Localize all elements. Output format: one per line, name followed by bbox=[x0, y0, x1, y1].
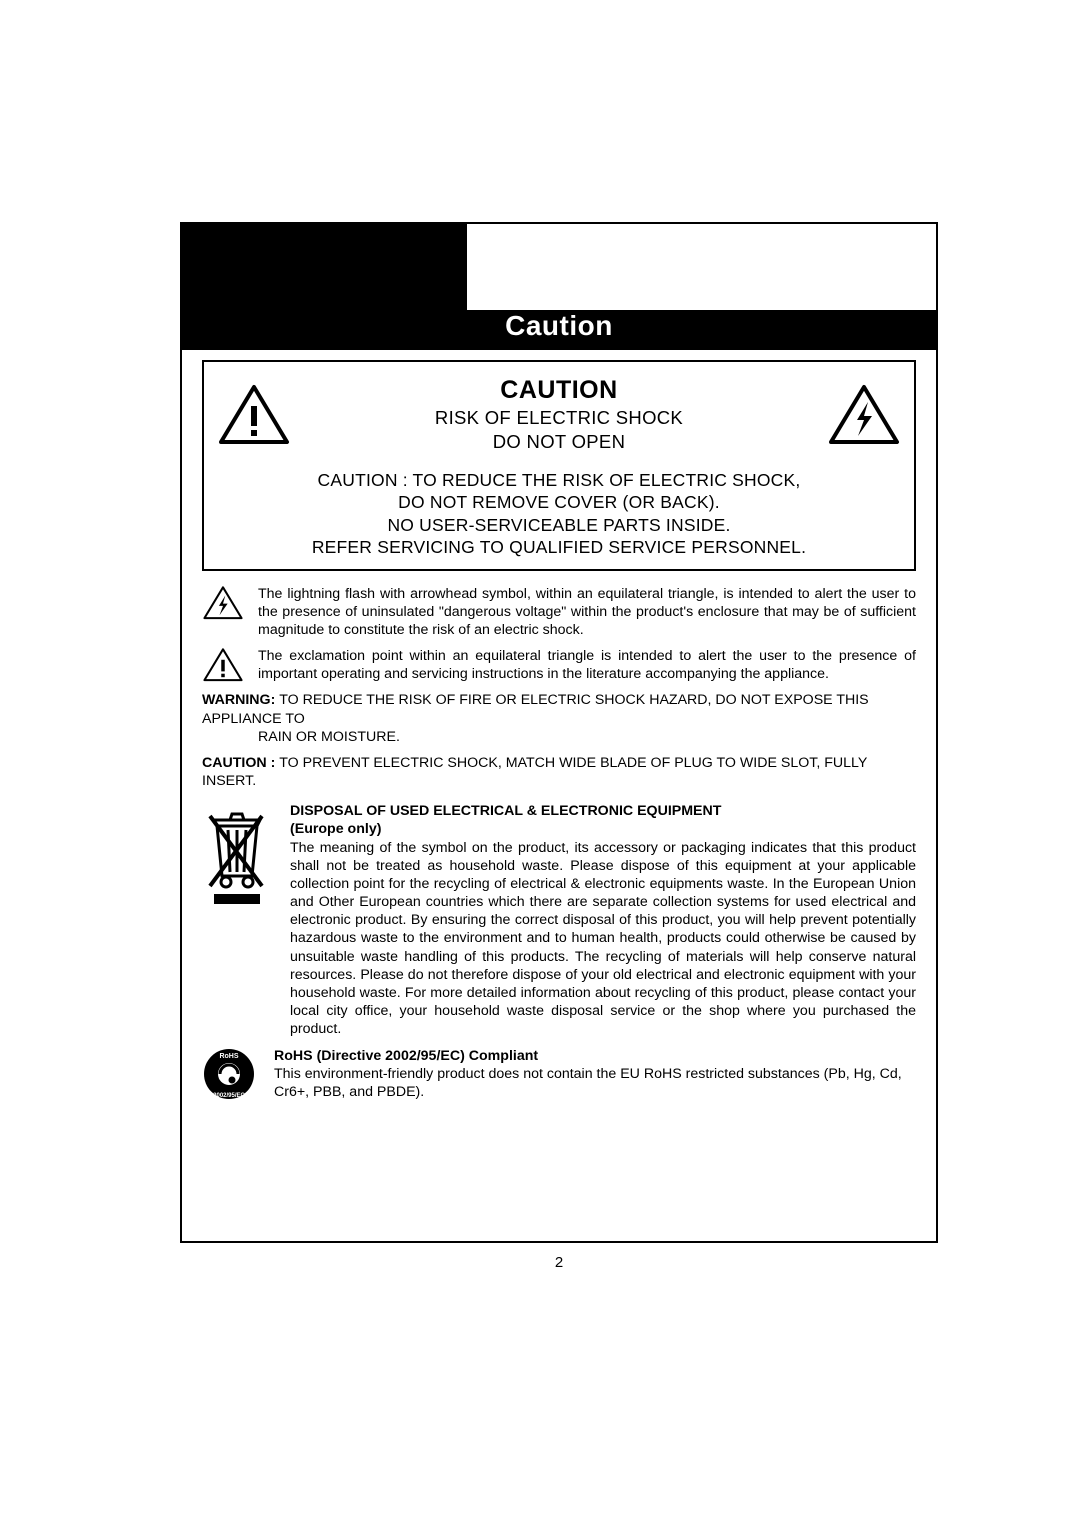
exclaim-description-row: The exclamation point within an equilate… bbox=[182, 641, 936, 685]
warning-center-text: CAUTION RISK OF ELECTRIC SHOCK DO NOT OP… bbox=[300, 376, 818, 453]
warning-body-line-3: NO USER-SERVICEABLE PARTS INSIDE. bbox=[218, 514, 900, 536]
weee-bin-icon bbox=[202, 808, 272, 908]
warning-body-line-2: DO NOT REMOVE COVER (OR BACK). bbox=[218, 491, 900, 513]
caution-row: CAUTION : TO PREVENT ELECTRIC SHOCK, MAT… bbox=[182, 748, 936, 792]
caution-label: CAUTION bbox=[300, 376, 818, 405]
warning-row: WARNING: TO REDUCE THE RISK OF FIRE OR E… bbox=[182, 685, 936, 748]
rohs-body: This environment-friendly product does n… bbox=[274, 1066, 902, 1100]
rohs-text: RoHS (Directive 2002/95/EC) Compliant Th… bbox=[274, 1047, 916, 1102]
rohs-row: RoHS 2002/95/EC RoHS (Directive 2002/95/… bbox=[182, 1041, 936, 1242]
lightning-triangle-icon bbox=[202, 585, 244, 621]
exclaim-triangle-icon bbox=[218, 384, 290, 446]
caution-page: Caution CAUTION RISK OF ELECTRIC SHOCK D… bbox=[180, 222, 938, 1243]
rohs-heading: RoHS (Directive 2002/95/EC) Compliant bbox=[274, 1047, 916, 1065]
disposal-body: The meaning of the symbol on the product… bbox=[290, 840, 916, 1038]
risk-line-2: DO NOT OPEN bbox=[300, 431, 818, 453]
disposal-sub: (Europe only) bbox=[290, 820, 916, 838]
disposal-row: DISPOSAL OF USED ELECTRICAL & ELECTRONIC… bbox=[182, 792, 936, 1040]
disposal-text: DISPOSAL OF USED ELECTRICAL & ELECTRONIC… bbox=[290, 802, 916, 1038]
exclaim-description: The exclamation point within an equilate… bbox=[258, 647, 916, 683]
svg-text:RoHS: RoHS bbox=[219, 1053, 238, 1060]
warning-body-line-4: REFER SERVICING TO QUALIFIED SERVICE PER… bbox=[218, 536, 900, 558]
svg-text:2002/95/EC: 2002/95/EC bbox=[213, 1093, 245, 1099]
exclaim-triangle-icon bbox=[202, 647, 244, 683]
page-number: 2 bbox=[182, 1254, 936, 1271]
caution-inline-text: TO PREVENT ELECTRIC SHOCK, MATCH WIDE BL… bbox=[202, 755, 867, 789]
lightning-description: The lightning flash with arrowhead symbo… bbox=[258, 585, 916, 640]
lightning-description-row: The lightning flash with arrowhead symbo… bbox=[182, 579, 936, 642]
warning-text-start: TO REDUCE THE RISK OF FIRE OR ELECTRIC S… bbox=[202, 692, 869, 726]
caution-inline-label: CAUTION : bbox=[202, 755, 279, 771]
warning-text-cont: RAIN OR MOISTURE. bbox=[202, 728, 916, 746]
warning-box: CAUTION RISK OF ELECTRIC SHOCK DO NOT OP… bbox=[202, 360, 916, 571]
warning-label: WARNING: bbox=[202, 692, 279, 708]
risk-line-1: RISK OF ELECTRIC SHOCK bbox=[300, 407, 818, 429]
rohs-compliant-icon: RoHS 2002/95/EC bbox=[202, 1047, 256, 1101]
warning-body: CAUTION : TO REDUCE THE RISK OF ELECTRIC… bbox=[218, 469, 900, 559]
header-title: Caution bbox=[505, 310, 613, 341]
warning-body-line-1: CAUTION : TO REDUCE THE RISK OF ELECTRIC… bbox=[218, 469, 900, 491]
warning-top-row: CAUTION RISK OF ELECTRIC SHOCK DO NOT OP… bbox=[218, 376, 900, 453]
header-title-bar: Caution bbox=[182, 310, 936, 350]
disposal-heading: DISPOSAL OF USED ELECTRICAL & ELECTRONIC… bbox=[290, 802, 916, 820]
lightning-triangle-icon bbox=[828, 384, 900, 446]
